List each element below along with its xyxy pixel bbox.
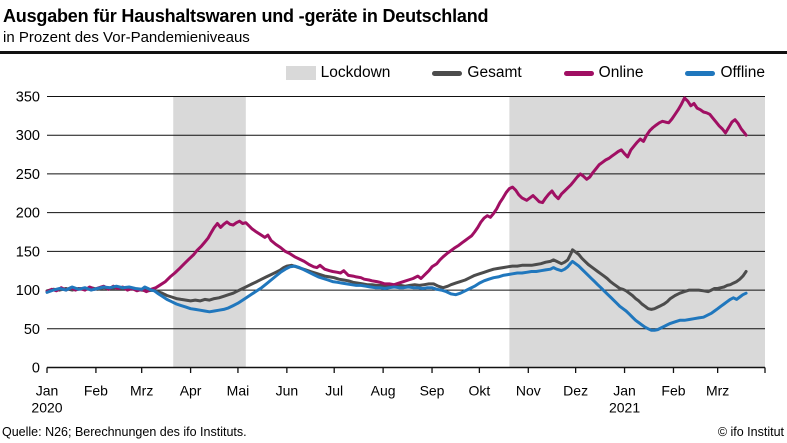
svg-text:Jun: Jun [276, 383, 299, 399]
source-note: Quelle: N26; Berechnungen des ifo Instit… [2, 425, 247, 439]
svg-text:Mai: Mai [227, 383, 250, 399]
svg-text:250: 250 [16, 167, 40, 183]
legend-label-offline: Offline [720, 64, 765, 81]
svg-text:50: 50 [24, 322, 40, 338]
svg-text:350: 350 [16, 90, 40, 106]
online-line-swatch [563, 70, 594, 76]
svg-text:150: 150 [16, 244, 40, 260]
svg-text:Jan: Jan [613, 383, 636, 399]
legend-item-gesamt: Gesamt [432, 62, 522, 84]
header-divider [0, 51, 787, 54]
chart-footer: Quelle: N26; Berechnungen des ifo Instit… [2, 424, 784, 441]
copyright-note: © ifo Institut [717, 425, 784, 439]
lockdown-region [509, 96, 765, 368]
svg-text:Aug: Aug [371, 383, 396, 399]
series-online [45, 96, 748, 294]
page-title: Ausgaben für Haushaltswaren und -geräte … [3, 6, 489, 26]
svg-text:Nov: Nov [516, 383, 541, 399]
legend-item-lockdown: Lockdown [285, 62, 391, 84]
svg-text:Okt: Okt [468, 383, 490, 399]
legend-item-offline: Offline [685, 62, 765, 84]
legend-item-online: Online [563, 62, 644, 84]
legend-label-lockdown: Lockdown [320, 64, 391, 81]
series-gesamt [45, 248, 748, 311]
legend-label-gesamt: Gesamt [467, 64, 522, 81]
chart-header: Ausgaben für Haushaltswaren und -geräte … [3, 4, 783, 48]
svg-text:Dez: Dez [563, 383, 588, 399]
svg-text:100: 100 [16, 283, 40, 299]
svg-text:Feb: Feb [84, 383, 108, 399]
svg-text:200: 200 [16, 206, 40, 222]
svg-text:Mrz: Mrz [130, 383, 153, 399]
page-subtitle: in Prozent des Vor-Pandemieniveaus [3, 29, 250, 46]
svg-text:Feb: Feb [661, 383, 685, 399]
legend-label-online: Online [598, 64, 644, 81]
chart-legend: Lockdown Gesamt Online Offline [285, 62, 765, 84]
svg-text:Mrz: Mrz [706, 383, 729, 399]
svg-text:Apr: Apr [180, 383, 202, 399]
svg-text:Sep: Sep [420, 383, 445, 399]
lockdown-swatch [285, 66, 316, 80]
svg-text:0: 0 [32, 361, 40, 377]
offline-line-swatch [685, 70, 716, 76]
gesamt-line-swatch [432, 70, 463, 76]
svg-text:Jul: Jul [325, 383, 343, 399]
svg-text:300: 300 [16, 128, 40, 144]
lockdown-region [173, 96, 246, 368]
svg-text:Jan: Jan [36, 383, 59, 399]
svg-text:2021: 2021 [609, 400, 640, 416]
svg-text:2020: 2020 [31, 400, 62, 416]
series-offline [45, 259, 748, 332]
